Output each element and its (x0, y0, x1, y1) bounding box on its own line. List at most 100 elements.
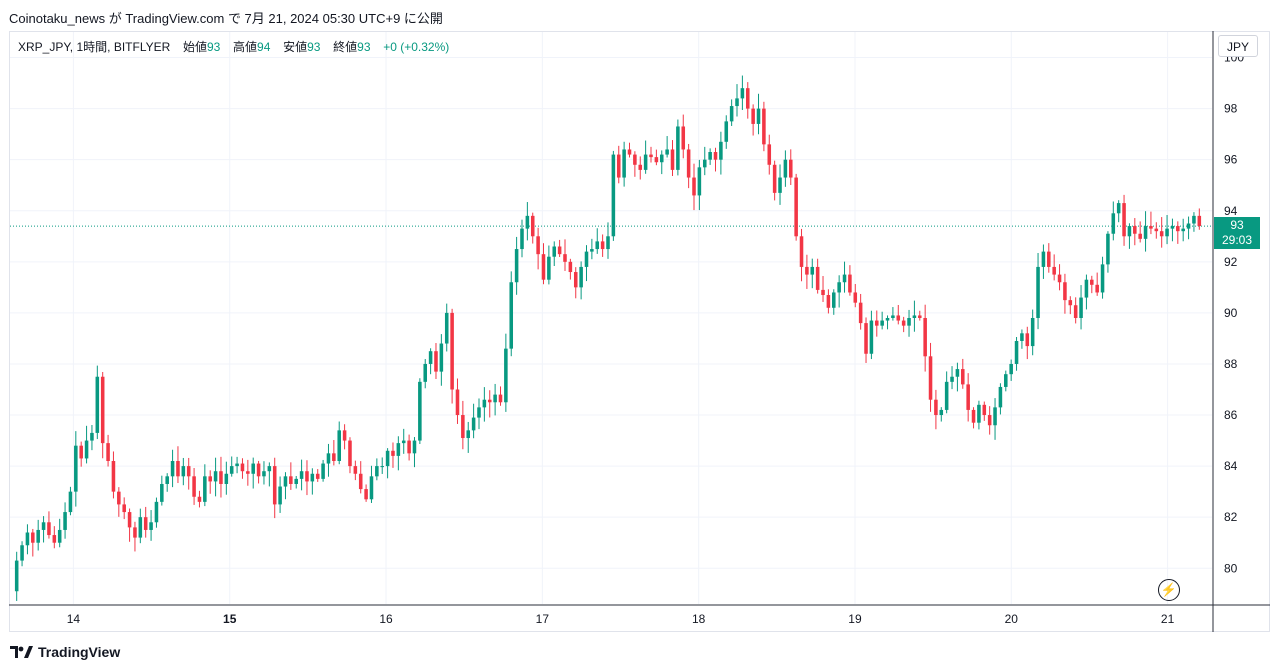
candle-body (1095, 284, 1099, 293)
candle (633, 151, 637, 177)
candle-body (697, 167, 702, 196)
candle-body (810, 266, 815, 275)
high-value: 94 (257, 40, 271, 54)
candle (122, 497, 126, 520)
candle-body (966, 384, 970, 410)
candle-body (1090, 279, 1094, 285)
candle-body (944, 381, 949, 410)
candle (676, 119, 680, 176)
candle-body (1100, 264, 1105, 293)
candle (514, 236, 519, 295)
candle (47, 511, 51, 539)
chart-pane[interactable] (9, 31, 1270, 632)
candle-body (788, 159, 793, 178)
candle (536, 227, 540, 270)
candle-body (461, 415, 465, 439)
candle-body (246, 471, 250, 474)
candle (450, 308, 454, 404)
open-label: 始値 (182, 40, 207, 54)
candle-body (541, 254, 546, 280)
candle (181, 457, 186, 486)
candle (235, 456, 239, 474)
candle-body (842, 274, 847, 283)
candle-body (633, 154, 637, 165)
candle-body (358, 473, 363, 490)
candle-body (326, 453, 331, 464)
candle (332, 440, 336, 466)
candle (25, 524, 30, 555)
candle-body (563, 254, 567, 262)
candle-body (869, 320, 874, 354)
candle-body (267, 466, 272, 472)
candle-body (493, 394, 497, 403)
candle-body (982, 404, 987, 416)
candle-body (1138, 233, 1142, 239)
candle (708, 148, 712, 165)
candle (622, 141, 626, 187)
candle (224, 461, 229, 495)
candle-body (993, 407, 997, 426)
candle-body (579, 266, 583, 288)
candle-body (1133, 226, 1137, 234)
candle-body (1047, 251, 1051, 267)
candle (455, 378, 460, 424)
candle-body (821, 289, 825, 296)
candle-body (186, 466, 191, 477)
candle (246, 459, 250, 486)
candle-body (659, 154, 664, 163)
candle (337, 421, 341, 465)
candle-body (1073, 305, 1078, 318)
candle-body (111, 461, 116, 492)
candle-body (536, 236, 540, 255)
candle (1165, 214, 1169, 245)
candle-body (450, 312, 454, 390)
candle (923, 304, 927, 372)
candle (1020, 329, 1024, 349)
candle-body (455, 389, 460, 416)
candle (160, 475, 164, 506)
candle (143, 506, 148, 538)
candle (1041, 244, 1046, 279)
candle (1063, 273, 1067, 314)
candle-body (74, 445, 78, 492)
candle-body (36, 529, 40, 543)
candle (79, 441, 83, 467)
candle-body (95, 376, 100, 433)
candle-body (1025, 333, 1030, 347)
candle (466, 421, 471, 453)
candle (127, 508, 132, 542)
candle (305, 460, 309, 496)
candle (826, 289, 831, 314)
candle-body (369, 476, 374, 500)
candle-body (767, 144, 772, 165)
candle (794, 173, 798, 241)
candle (643, 140, 648, 174)
candle (1084, 274, 1089, 310)
candle (439, 334, 444, 386)
candle (724, 115, 729, 149)
candle (1149, 211, 1153, 235)
candle-body (278, 486, 282, 505)
footer-brand[interactable]: TradingView (10, 644, 120, 660)
candle (63, 502, 67, 539)
candle-body (337, 430, 341, 461)
symbol-info[interactable]: XRP_JPY, 1時間, BITFLYER (18, 40, 171, 54)
lightning-bolt-icon[interactable]: ⚡ (1158, 579, 1180, 601)
candle-body (907, 318, 911, 326)
candle (14, 551, 19, 601)
candle-body (772, 164, 777, 193)
candle (186, 457, 191, 490)
candle (487, 390, 492, 418)
candle-body (418, 381, 422, 441)
candle (810, 258, 815, 289)
candle (751, 104, 755, 136)
candle-body (912, 315, 917, 318)
candle (719, 131, 723, 175)
x-tick-label: 14 (67, 612, 81, 626)
candle (342, 424, 347, 450)
currency-button[interactable]: JPY (1218, 35, 1258, 57)
candle (998, 383, 1003, 415)
candle-body (79, 445, 83, 459)
candle (831, 289, 836, 315)
